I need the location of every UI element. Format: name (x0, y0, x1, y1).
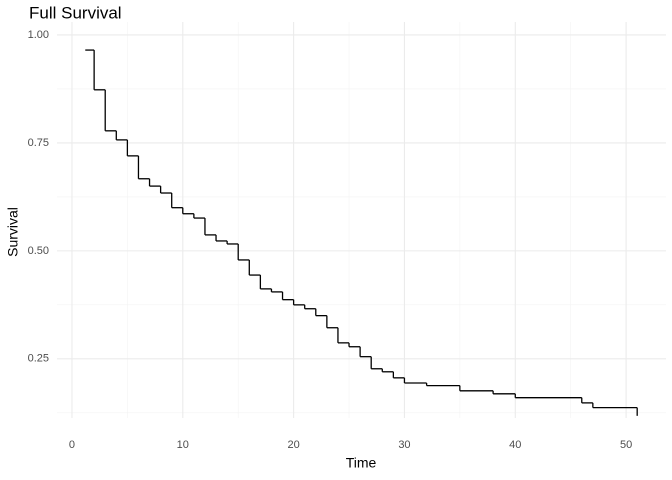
y-axis-label: Survival (5, 207, 21, 257)
x-tick-label: 0 (69, 439, 75, 451)
y-tick-label: 0.25 (28, 353, 49, 365)
x-axis-label: Time (346, 455, 377, 471)
x-tick-label: 50 (620, 439, 632, 451)
x-tick-label: 30 (398, 439, 410, 451)
y-tick-label: 0.75 (28, 137, 49, 149)
x-tick-label: 20 (287, 439, 299, 451)
y-tick-label: 0.50 (28, 245, 49, 257)
y-tick-label: 1.00 (28, 29, 49, 41)
chart-title: Full Survival (29, 3, 122, 22)
x-tick-label: 40 (509, 439, 521, 451)
x-tick-label: 10 (177, 439, 189, 451)
